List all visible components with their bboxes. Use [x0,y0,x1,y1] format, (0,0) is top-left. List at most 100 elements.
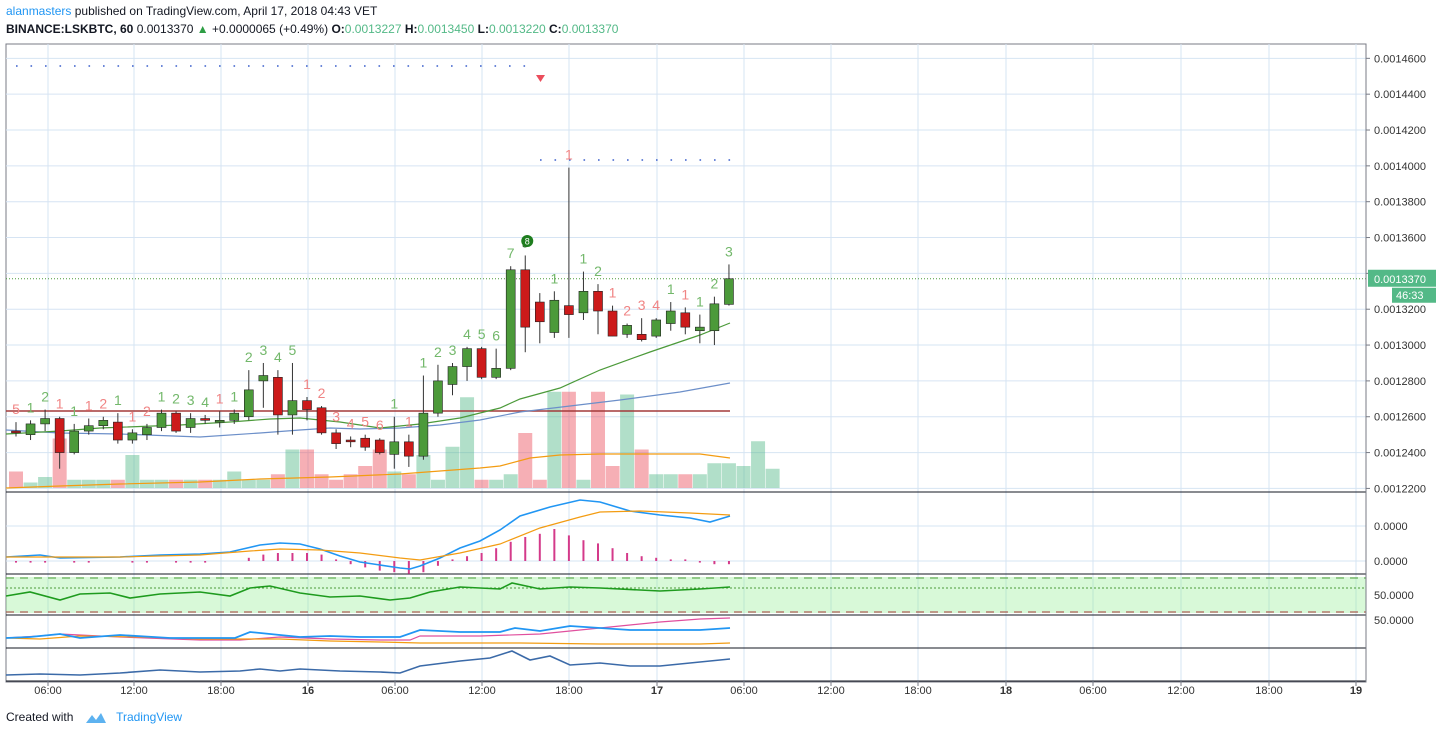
candle-body [607,310,618,337]
td-count-label: 3 [449,342,457,358]
td-count-label: 2 [172,390,180,406]
candle-body [636,334,647,340]
osc3-blue-line [5,625,731,639]
candle-body [98,420,109,426]
td-count-label: 1 [405,414,413,430]
tradingview-logo-icon [85,712,106,723]
osc1-label: 0.0000 [1374,521,1408,533]
volume-bar [765,468,780,488]
candle-body [462,348,472,367]
td-count-label: 6 [376,417,384,433]
volume-bar [241,479,256,488]
volume-bar [256,479,271,488]
osc4-line [5,650,731,676]
td-count-label: 7 [507,245,515,261]
td-count-label: 2 [623,303,631,319]
td-count-label: 1 [580,251,588,267]
price-tick-label: 0.0013000 [1374,340,1426,352]
candle-body [360,437,371,448]
td-count-label: 3 [187,392,195,408]
chart-canvas[interactable]: 0.0014600 0.0014400 0.0014200 0.0014000 0.00… [0,0,1438,705]
volume-bar [372,449,387,488]
time-tick-label: 12:00 [817,685,845,697]
candle-body [665,310,676,324]
candle-body [25,423,36,435]
td-count-label: 1 [565,147,573,163]
td-count-label: 1 [114,392,122,408]
candle-body [578,290,589,314]
td-count-label: 3 [725,243,733,259]
price-tick-label: 0.0014200 [1374,125,1426,137]
volume-bar [576,479,591,488]
td-count-label: 4 [347,415,355,431]
td-count-label: 1 [56,396,64,412]
candle-body [549,299,560,333]
candle-body [185,418,196,428]
candle-body [418,412,429,457]
td-count-label: 1 [303,376,311,392]
candle-body [156,412,167,428]
candle-body [593,290,603,312]
price-tick-label: 0.0012600 [1374,412,1426,424]
td-count-label: 1 [390,396,398,412]
osc1-macd-line [5,499,731,570]
time-tick-label: 17 [651,685,663,697]
volume-bar [416,455,431,488]
volume-bar [707,463,722,488]
osc1-label: 0.0000 [1374,556,1408,568]
td-count-label: 6 [492,328,500,344]
td-count-label: 1 [70,403,78,419]
volume-bar [285,449,300,488]
volume-bar [169,479,184,488]
volume-bar [678,474,693,488]
volume-bar [503,474,518,488]
candle-body [709,303,720,332]
last-price-tag [1368,269,1436,287]
volume-bar [67,479,82,488]
candle-body [302,400,312,410]
candle-body [54,418,65,453]
candle-body [374,439,385,453]
volume-bar [300,449,314,488]
volume-bar [620,394,635,488]
volume-bar [329,479,344,488]
td-count-label: 1 [85,398,93,414]
high-value: 0.0013450 [417,22,475,36]
candle-body [505,269,516,369]
candle-body [534,301,545,323]
candle-body [200,418,210,421]
high-label: H: [404,22,418,36]
td-count-label: 5 [12,401,20,417]
time-tick-label: 06:00 [381,685,409,697]
author-link[interactable]: alanmasters [6,4,72,18]
volume-bar [81,479,96,488]
volume-bar [9,471,23,488]
last-price-tag-label: 0.0013370 [1374,274,1426,286]
td-count-label: 2 [318,385,326,401]
volume-bar [343,474,358,488]
candle-body [680,312,691,328]
volume-bar [125,455,140,488]
td-count-label: 1 [696,294,704,310]
volume-bar [198,479,213,488]
publish-line: alanmasters published on TradingView.com… [6,4,377,18]
volume-bar [591,391,605,488]
candle-body [11,430,21,434]
symbol-name: BINANCE:LSKBTC, 60 [6,22,134,36]
td-count-label: 5 [478,326,486,342]
plot-frame [5,43,1367,683]
candle-body [273,377,283,416]
volume-bar [649,474,664,488]
volume-bar [518,433,533,488]
td-count-label: 1 [216,390,224,406]
tradingview-link[interactable]: TradingView [116,710,183,724]
td-count-label: 2 [143,403,151,419]
volume-bar [401,474,416,488]
candle-body [389,441,400,455]
price-tick-label: 0.0012200 [1374,483,1426,495]
time-tick-label: 12:00 [120,685,148,697]
time-tick-label: 18:00 [1255,685,1283,697]
volume-bar [445,446,460,488]
time-tick-label: 12:00 [1167,685,1195,697]
candle-body [142,427,152,435]
